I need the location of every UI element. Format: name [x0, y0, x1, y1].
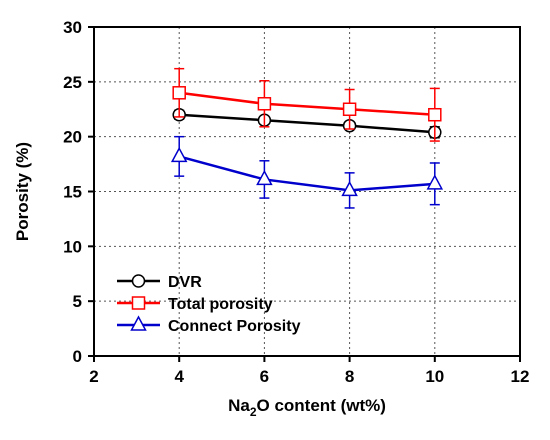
data-point-triangle-marker — [341, 180, 358, 197]
legend-triangle-marker — [130, 315, 147, 331]
data-point-square-marker — [257, 97, 272, 111]
legend-square-marker — [131, 296, 146, 310]
data-point-triangle-marker — [256, 169, 273, 186]
x-tick-label: 12 — [511, 367, 530, 386]
y-tick-label: 30 — [63, 18, 82, 37]
axes: 2 4 6 8 10 12 0 5 10 15 20 25 30 — [63, 18, 529, 386]
legend-item: Connect Porosity — [117, 315, 301, 335]
x-axis-label-post: O content (wt%) — [257, 396, 386, 415]
legend-circle-marker — [131, 274, 146, 288]
data-point-triangle-marker — [426, 174, 444, 190]
data-point-square-marker — [342, 102, 357, 116]
x-axis-label-subscript: 2 — [250, 405, 257, 419]
x-tick-label: 4 — [174, 367, 184, 386]
legend-item: Total porosity — [117, 296, 273, 313]
data-point-triangle-marker — [170, 146, 188, 163]
y-tick-label: 0 — [73, 347, 82, 366]
legend: DVR Total porosity Connect Porosity — [117, 274, 301, 335]
x-axis-label-pre: Na — [228, 396, 250, 415]
legend-label: Total porosity — [168, 296, 273, 313]
x-tick-label: 8 — [345, 367, 354, 386]
x-tick-label: 6 — [260, 367, 269, 386]
y-tick-label: 20 — [63, 128, 82, 147]
x-tick-label: 10 — [425, 367, 444, 386]
grid-lines — [94, 27, 520, 356]
legend-label: Connect Porosity — [168, 318, 301, 335]
y-tick-label: 25 — [63, 73, 82, 92]
series-connect-porosity — [170, 135, 444, 209]
y-axis-label: Porosity (%) — [13, 142, 32, 241]
legend-item: DVR — [117, 274, 202, 291]
plot-frame — [93, 26, 521, 357]
x-tick-label: 2 — [89, 367, 98, 386]
series-total-porosity — [172, 67, 442, 142]
series-line — [179, 113, 435, 134]
y-tick-label: 15 — [63, 183, 82, 202]
series-line — [179, 91, 435, 116]
y-tick-label: 10 — [63, 237, 82, 256]
y-tick-label: 5 — [73, 292, 82, 311]
series-group — [170, 67, 444, 209]
data-point-square-marker — [172, 86, 186, 100]
series-line — [178, 155, 435, 192]
data-point-square-marker — [428, 107, 442, 122]
x-axis-label: Na2O content (wt%) — [228, 396, 386, 419]
legend-label: DVR — [168, 274, 202, 291]
